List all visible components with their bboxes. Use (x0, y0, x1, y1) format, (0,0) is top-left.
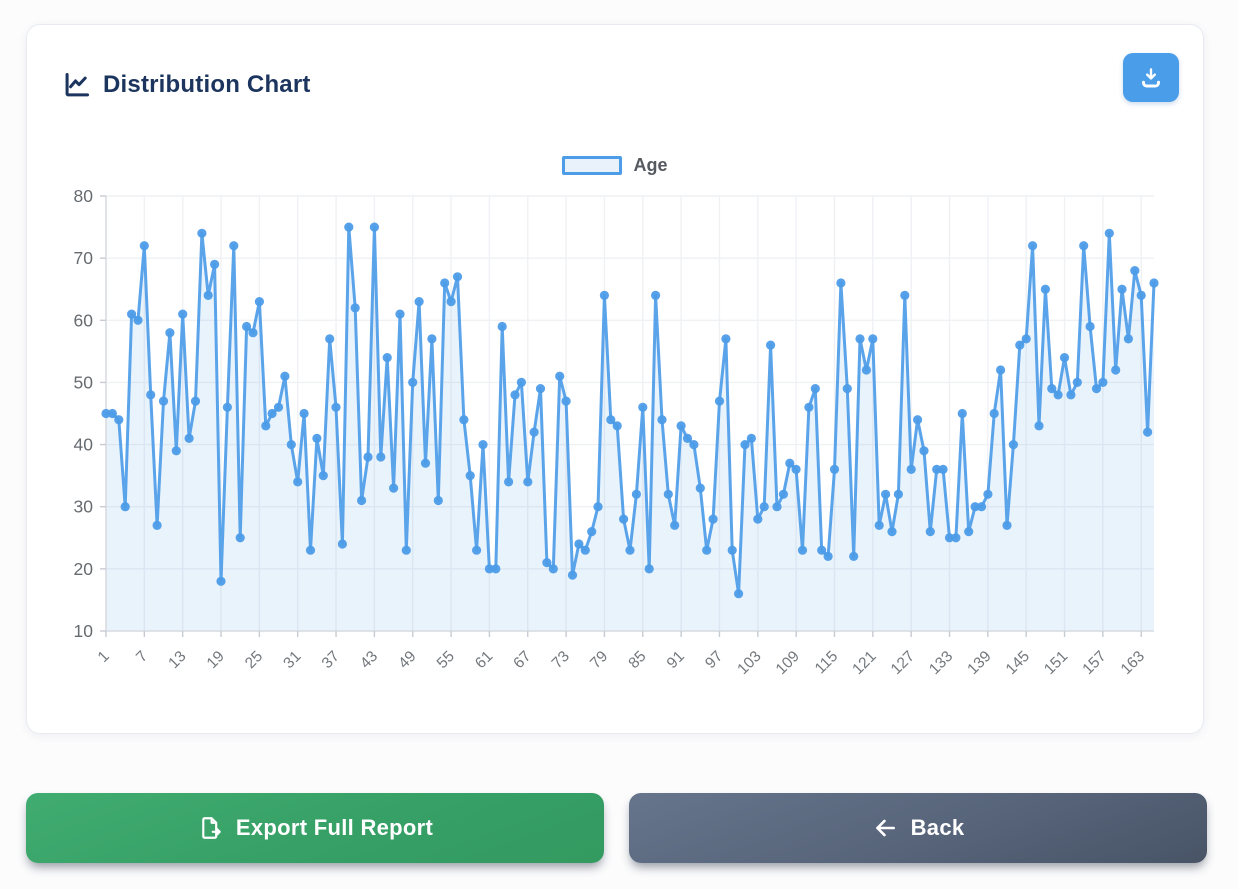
action-buttons: Export Full Report Back (0, 793, 1238, 863)
svg-text:151: 151 (1041, 648, 1071, 678)
svg-text:19: 19 (204, 648, 228, 672)
page-title: Distribution Chart (103, 71, 311, 98)
svg-text:31: 31 (280, 648, 304, 672)
svg-text:79: 79 (587, 648, 611, 672)
download-icon (1142, 67, 1160, 87)
svg-text:40: 40 (74, 435, 94, 455)
svg-text:127: 127 (888, 648, 918, 678)
back-button[interactable]: Back (629, 793, 1207, 863)
svg-text:163: 163 (1118, 648, 1148, 678)
svg-text:145: 145 (1003, 648, 1033, 678)
legend-swatch-age (562, 156, 623, 175)
svg-text:103: 103 (734, 648, 764, 678)
svg-text:70: 70 (74, 248, 94, 268)
svg-text:139: 139 (964, 648, 994, 678)
legend-label-age: Age (633, 155, 668, 175)
download-chart-button[interactable] (1123, 53, 1179, 102)
svg-text:13: 13 (165, 648, 189, 672)
svg-text:30: 30 (74, 497, 94, 517)
svg-text:10: 10 (74, 621, 94, 641)
arrow-left-icon (875, 819, 895, 837)
svg-text:91: 91 (664, 648, 688, 672)
svg-text:73: 73 (549, 648, 573, 672)
svg-text:25: 25 (242, 648, 266, 672)
svg-text:49: 49 (395, 648, 419, 672)
svg-text:121: 121 (849, 648, 879, 678)
svg-text:43: 43 (357, 648, 381, 672)
svg-text:7: 7 (133, 648, 151, 666)
svg-text:67: 67 (510, 648, 534, 672)
chart-canvas[interactable]: 10 20 30 40 50 60 70 80 1 7 13 19 25 31 37 43 49 55 61 67 73… (27, 25, 1205, 735)
svg-text:109: 109 (773, 648, 803, 678)
svg-text:1: 1 (95, 648, 113, 666)
svg-text:157: 157 (1079, 648, 1109, 678)
svg-text:85: 85 (625, 648, 649, 672)
title-wrap: Distribution Chart (63, 71, 311, 99)
svg-text:60: 60 (74, 310, 94, 330)
svg-text:115: 115 (812, 648, 841, 677)
chart-line-icon (65, 72, 90, 97)
export-button-label: Export Full Report (235, 815, 434, 840)
card-header: Distribution Chart (27, 25, 1203, 143)
svg-text:20: 20 (74, 559, 94, 579)
back-button-label: Back (910, 815, 965, 840)
chart-card: Distribution Chart Age 10 20 30 40 50 60 70 80 1… (26, 24, 1204, 734)
svg-text:61: 61 (472, 648, 496, 672)
export-full-report-button[interactable]: Export Full Report (26, 793, 604, 863)
file-export-icon (202, 817, 221, 839)
svg-text:50: 50 (74, 372, 94, 392)
svg-text:80: 80 (74, 186, 94, 206)
svg-text:55: 55 (434, 648, 458, 672)
chart-legend[interactable]: Age (27, 155, 1203, 176)
svg-text:37: 37 (319, 648, 343, 672)
svg-text:133: 133 (926, 648, 956, 678)
svg-text:97: 97 (702, 648, 726, 672)
